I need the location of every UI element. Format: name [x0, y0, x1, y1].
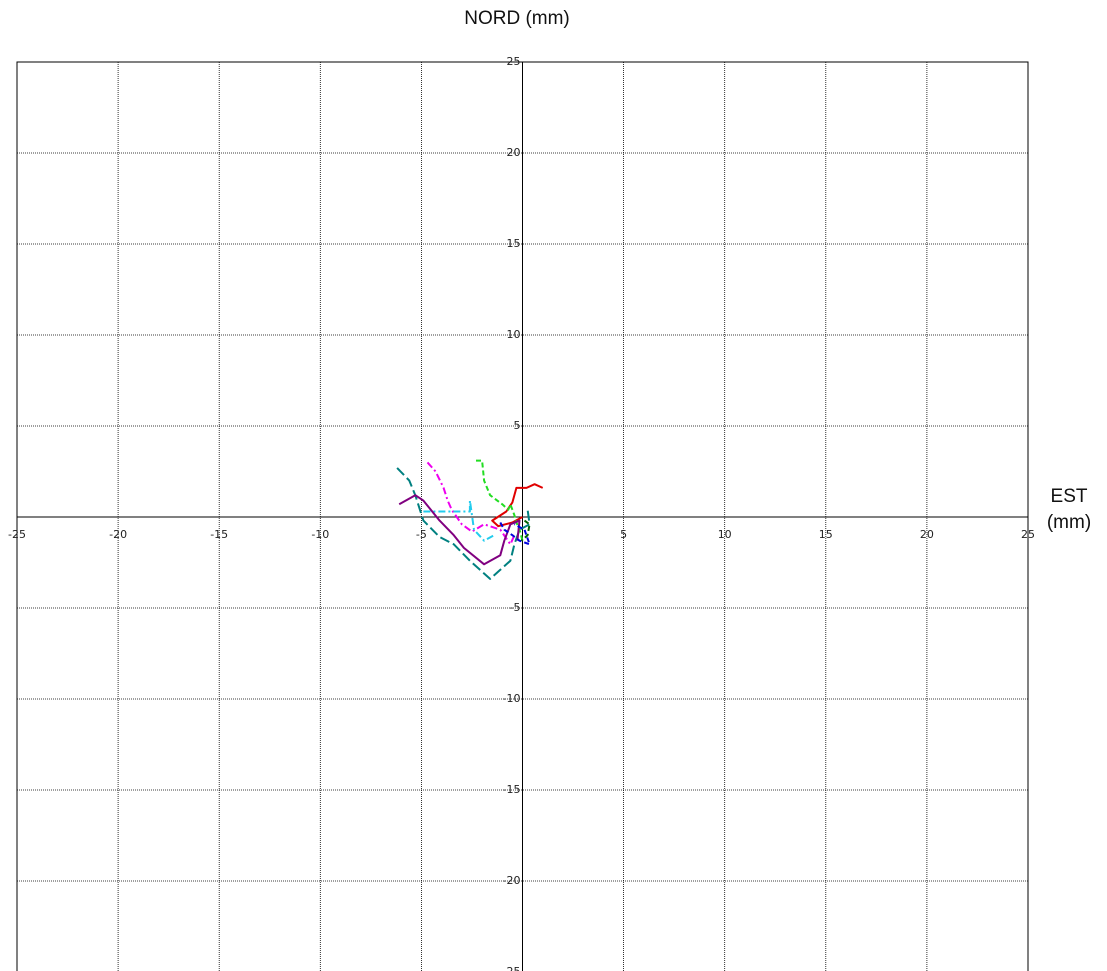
- x-tick-label: -20: [109, 528, 127, 541]
- y-tick-label: -5: [510, 601, 521, 614]
- y-tick-label: -15: [503, 783, 521, 796]
- x-tick-label: 10: [718, 528, 732, 541]
- y-axis-title: NORD (mm): [464, 8, 570, 29]
- x-tick-label: 20: [920, 528, 934, 541]
- series-line: [423, 499, 495, 542]
- y-tick-label: 10: [507, 328, 521, 341]
- x-tick-label: -15: [210, 528, 228, 541]
- series-line: [476, 459, 524, 541]
- y-tick-label: 15: [507, 237, 521, 250]
- series-line: [398, 494, 521, 566]
- x-tick-label: -25: [8, 528, 26, 541]
- series-line: [396, 467, 531, 580]
- x-tick-label: 15: [819, 528, 833, 541]
- y-tick-label: -20: [503, 874, 521, 887]
- series-line: [520, 519, 531, 542]
- y-tick-label: 20: [507, 146, 521, 159]
- y-tick-label: -25: [503, 965, 521, 971]
- x-axis-title: EST (mm): [1046, 486, 1092, 533]
- x-tick-label: -5: [416, 528, 427, 541]
- y-tick-label: 25: [507, 55, 521, 68]
- y-tick-label: 5: [514, 419, 521, 432]
- series-line: [499, 522, 531, 546]
- y-tick-label: -10: [503, 692, 521, 705]
- x-tick-label: 5: [620, 528, 627, 541]
- x-tick-label: -10: [311, 528, 329, 541]
- series-line: [426, 461, 516, 546]
- x-tick-label: 25: [1021, 528, 1035, 541]
- series-line: [491, 483, 544, 528]
